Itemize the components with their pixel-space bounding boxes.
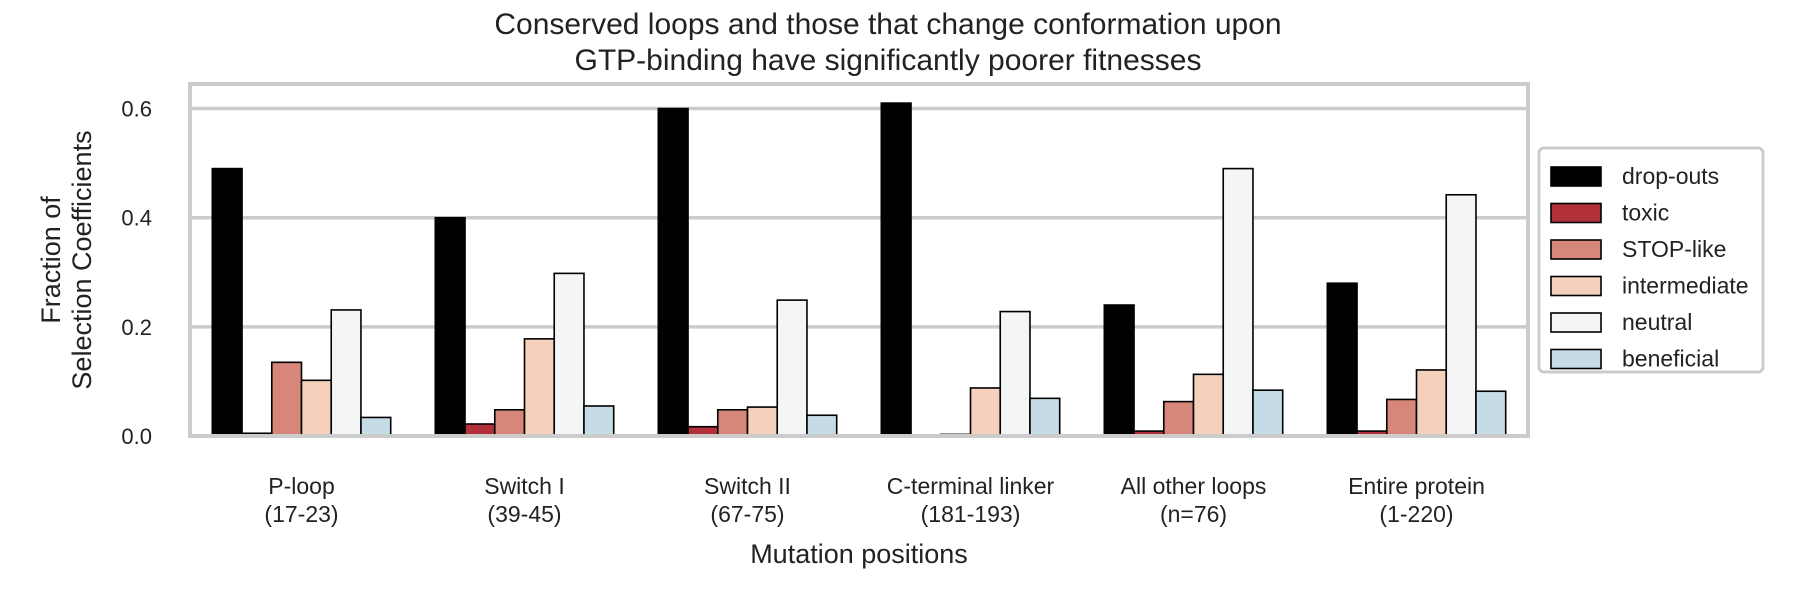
bar-neutral: [999, 310, 1031, 437]
bar-stop-like: [270, 361, 303, 437]
bar-stop-like: [1385, 398, 1418, 437]
bar-beneficial: [1252, 389, 1284, 437]
bar-drop-outs: [434, 216, 466, 437]
bar-intermediate: [1192, 373, 1225, 437]
bar-intermediate: [746, 406, 779, 437]
y-tick-label: 0.0: [121, 424, 152, 449]
x-category-sublabel: (1-220): [1379, 501, 1453, 527]
bar-drop-outs: [880, 102, 912, 437]
legend-label: drop-outs: [1622, 163, 1719, 189]
bar-intermediate: [969, 387, 1002, 437]
bar-intermediate: [523, 338, 556, 437]
plot-frame: [188, 82, 1530, 438]
bar-stop-like: [493, 409, 526, 437]
bar-beneficial: [806, 414, 838, 437]
x-category-sublabel: (181-193): [921, 501, 1021, 527]
bar-neutral: [776, 299, 808, 437]
bar-neutral: [330, 309, 362, 437]
bars: [211, 102, 1507, 437]
bar-beneficial: [583, 405, 615, 437]
chart-title-line-1: Conserved loops and those that change co…: [494, 8, 1281, 41]
legend-swatch-stop-like: [1550, 239, 1602, 260]
bar-stop-like: [716, 409, 749, 437]
bar-drop-outs: [1103, 304, 1135, 437]
x-category-sublabel: (39-45): [487, 501, 561, 527]
legend-swatch-toxic: [1550, 202, 1602, 224]
x-category-sublabel: (67-75): [710, 501, 784, 527]
bar-neutral: [1222, 167, 1254, 437]
legend-swatch-neutral: [1550, 312, 1602, 333]
y-tick-label: 0.4: [121, 206, 152, 231]
y-axis-label-line-2: Selection Coefficients: [67, 130, 97, 389]
bar-intermediate: [1415, 369, 1448, 437]
legend-label: toxic: [1622, 200, 1669, 226]
y-tick-label: 0.6: [121, 97, 152, 122]
legend-label: neutral: [1622, 309, 1692, 335]
y-tick-labels: 0.0 0.2 0.4 0.6: [121, 97, 152, 449]
x-category-label: Switch II: [704, 473, 791, 499]
x-category-label: C-terminal linker: [887, 473, 1055, 499]
legend-swatch-beneficial: [1550, 348, 1602, 370]
x-category-sublabel: (17-23): [264, 501, 338, 527]
bar-drop-outs: [1326, 282, 1358, 437]
x-category-labels: P-loop(17-23) Switch I(39-45) Switch II(67…: [264, 473, 1484, 527]
legend-swatch-intermediate: [1550, 275, 1602, 297]
bar-neutral: [553, 272, 585, 437]
chart-title-line-2: GTP-binding have significantly poorer fi…: [575, 44, 1202, 77]
legend-swatch-drop-outs: [1550, 166, 1602, 187]
legend-label: STOP-like: [1622, 236, 1726, 262]
bar-neutral: [1445, 193, 1477, 437]
legend-label: intermediate: [1622, 273, 1749, 299]
x-category-sublabel: (n=76): [1160, 501, 1227, 527]
x-category-label: All other loops: [1121, 473, 1267, 499]
bar-beneficial: [1475, 390, 1507, 437]
bar-stop-like: [1162, 400, 1195, 437]
bar-drop-outs: [657, 107, 689, 437]
legend-label: beneficial: [1622, 346, 1719, 372]
x-category-label: P-loop: [268, 473, 334, 499]
y-tick-label: 0.2: [121, 315, 152, 340]
x-category-label: Switch I: [484, 473, 565, 499]
bar-drop-outs: [211, 167, 243, 437]
legend: drop-outs toxic STOP-like intermediate neutr…: [1537, 146, 1765, 374]
bar-beneficial: [1029, 397, 1061, 437]
bar-beneficial: [360, 416, 392, 437]
x-axis-label: Mutation positions: [750, 539, 968, 569]
bar-intermediate: [300, 379, 333, 437]
y-axis-label-line-1: Fraction of: [36, 196, 66, 324]
x-category-label: Entire protein: [1348, 473, 1485, 499]
